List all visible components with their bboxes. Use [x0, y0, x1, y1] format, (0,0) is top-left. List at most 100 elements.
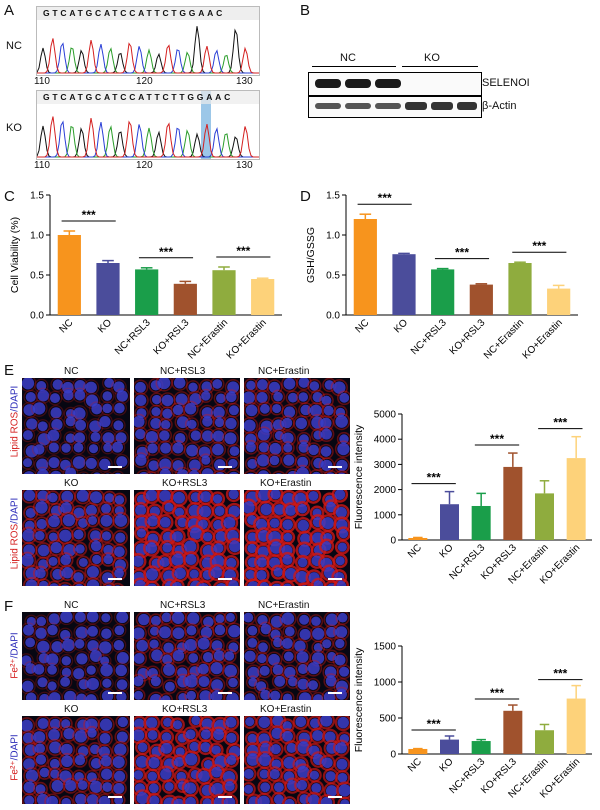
cell-membrane [195, 580, 212, 586]
cell-membrane [70, 569, 86, 585]
cell-nucleus [48, 457, 60, 469]
bar [96, 263, 120, 315]
cell-nucleus [47, 665, 57, 675]
cell-nucleus [137, 742, 148, 753]
cell-nucleus [172, 627, 185, 640]
bar [440, 504, 459, 540]
cell-membrane [199, 453, 213, 468]
cell-nucleus [86, 794, 99, 804]
cell-nucleus [203, 759, 213, 770]
cell-nucleus [114, 743, 127, 756]
cell-membrane [57, 581, 73, 586]
e-col-nc: NC [64, 366, 79, 377]
cell-nucleus [173, 491, 186, 504]
cell-nucleus [258, 470, 269, 474]
cell-membrane [84, 663, 99, 677]
cell-nucleus [47, 624, 58, 636]
cell-nucleus [171, 553, 184, 567]
cell-nucleus [85, 394, 99, 407]
cell-nucleus [175, 393, 188, 406]
cell-nucleus [245, 569, 256, 580]
cell-nucleus [93, 472, 101, 474]
cell-membrane [111, 418, 126, 433]
cell-nucleus [202, 652, 214, 663]
cell-nucleus [273, 567, 283, 577]
cell-nucleus [312, 532, 324, 544]
cell-membrane [23, 690, 39, 700]
cell-membrane [149, 404, 164, 419]
y-tick-label: 0.0 [326, 311, 340, 322]
cell-membrane [199, 465, 216, 474]
cell-nucleus [112, 441, 124, 453]
cell-nucleus [298, 392, 309, 402]
cell-nucleus [333, 381, 346, 394]
cell-nucleus [184, 403, 197, 415]
cell-nucleus [313, 694, 324, 700]
significance-label: *** [427, 717, 441, 731]
blot-selenoi [308, 72, 482, 96]
cell-nucleus [260, 403, 270, 414]
cell-nucleus [172, 404, 184, 416]
cell-nucleus [73, 572, 84, 583]
cell-nucleus [49, 718, 61, 730]
cell-nucleus [282, 432, 294, 444]
cell-nucleus [186, 690, 197, 700]
cell-nucleus [134, 729, 145, 742]
cell-nucleus [24, 744, 37, 756]
cell-membrane [279, 635, 296, 652]
bar [566, 698, 586, 754]
cell-membrane [59, 441, 74, 455]
cell-nucleus [159, 557, 170, 568]
cell-nucleus [113, 782, 125, 794]
micrograph-e-nc [22, 378, 130, 474]
trace-line [37, 42, 259, 74]
cell-membrane [184, 623, 199, 638]
cell-membrane [280, 441, 295, 455]
f-col-ko-rsl3: KO+RSL3 [162, 704, 208, 715]
cell-nucleus [198, 663, 209, 675]
cell-membrane [97, 730, 113, 747]
cell-nucleus [87, 626, 98, 637]
cell-nucleus [22, 430, 33, 441]
cell-nucleus [24, 795, 35, 804]
y-tick-label: 1500 [374, 642, 397, 653]
cell-nucleus [259, 581, 269, 586]
cell-membrane [318, 457, 335, 474]
cell-nucleus [86, 579, 100, 586]
cell-nucleus [145, 542, 158, 554]
cell-nucleus [89, 420, 102, 433]
cell-nucleus [161, 612, 172, 623]
cell-membrane [111, 637, 127, 653]
cell-membrane [244, 402, 260, 419]
cell-nucleus [147, 515, 159, 527]
cell-membrane [134, 379, 149, 396]
cell-nucleus [210, 566, 223, 579]
cell-nucleus [173, 378, 186, 389]
cell-membrane [225, 490, 240, 503]
cell-nucleus [172, 531, 183, 542]
cell-nucleus [174, 432, 186, 444]
f-col-nc: NC [64, 600, 79, 611]
cell-membrane [96, 456, 113, 473]
cell-membrane [317, 794, 336, 804]
cell-nucleus [134, 690, 144, 700]
cell-nucleus [299, 434, 309, 445]
cell-nucleus [135, 504, 147, 516]
y-tick-label: 3000 [374, 460, 397, 471]
cell-membrane [244, 612, 256, 625]
cell-nucleus [135, 454, 147, 466]
cell-membrane [134, 392, 149, 409]
cell-membrane [170, 647, 187, 664]
cell-nucleus [174, 756, 185, 768]
scale-bar [328, 466, 342, 468]
cell-nucleus [78, 518, 88, 528]
cell-membrane [155, 378, 173, 392]
cell-nucleus [296, 779, 308, 791]
cell-nucleus [188, 382, 198, 392]
significance-label: *** [490, 432, 504, 446]
cell-nucleus [214, 624, 226, 636]
cell-nucleus [148, 460, 159, 471]
x-tick-label: KO+RSL3 [152, 317, 192, 357]
cell-nucleus [73, 529, 84, 540]
